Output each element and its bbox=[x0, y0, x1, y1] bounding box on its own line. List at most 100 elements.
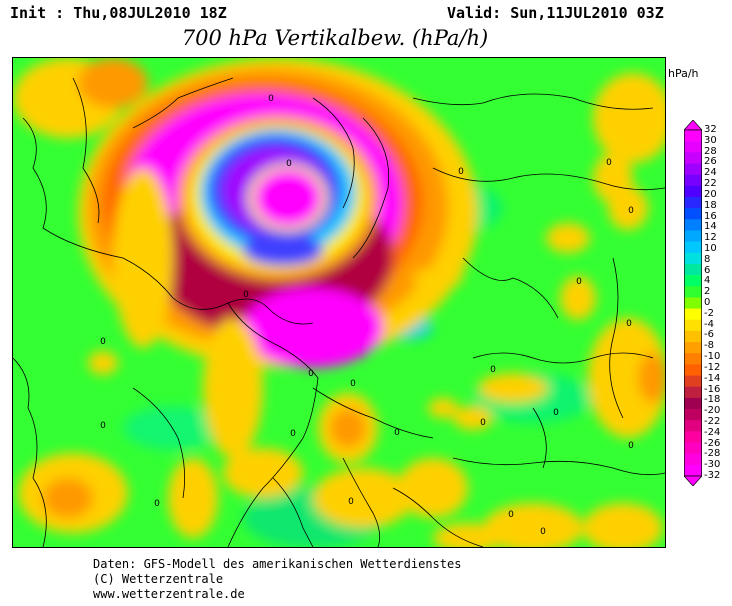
scale-cell bbox=[684, 353, 702, 365]
scale-cell bbox=[684, 208, 702, 220]
scale-cell bbox=[684, 397, 702, 410]
scale-cell bbox=[684, 185, 702, 198]
scale-tick-label: 10 bbox=[704, 242, 717, 254]
scale-cell bbox=[684, 330, 702, 343]
scale-cell bbox=[684, 319, 702, 332]
scale-cell bbox=[684, 297, 702, 309]
contour-label: 0 bbox=[154, 499, 160, 509]
footer-url: www.wetterzentrale.de bbox=[93, 587, 245, 601]
contour-label: 0 bbox=[480, 418, 486, 428]
contour-label: 0 bbox=[626, 319, 632, 329]
contour-label: 0 bbox=[350, 379, 356, 389]
scale-cell bbox=[684, 442, 702, 454]
scale-tick-label: 6 bbox=[704, 264, 711, 276]
scale-tick-label: 14 bbox=[704, 221, 717, 233]
scale-cell bbox=[684, 286, 702, 298]
scale-tick-label: 8 bbox=[704, 253, 711, 265]
scale-arrow-bottom bbox=[684, 475, 702, 486]
scale-cell bbox=[684, 141, 702, 153]
contour-label: 0 bbox=[286, 159, 292, 169]
scale-cell bbox=[684, 263, 702, 276]
scale-cell bbox=[684, 275, 702, 287]
scale-tick-label: -30 bbox=[704, 459, 721, 471]
scale-tick-label: -24 bbox=[704, 426, 721, 438]
scale-tick-label: -26 bbox=[704, 437, 721, 449]
scale-tick-label: 32 bbox=[704, 124, 717, 135]
scale-tick-label: -8 bbox=[704, 340, 714, 352]
scale-tick-label: -12 bbox=[704, 361, 721, 373]
scale-tick-label: -16 bbox=[704, 383, 721, 395]
scale-cell bbox=[684, 464, 702, 477]
contour-label: 0 bbox=[348, 497, 354, 507]
contour-label: 0 bbox=[540, 527, 546, 537]
scale-cell bbox=[684, 130, 702, 142]
scale-tick-label: -20 bbox=[704, 405, 721, 417]
scale-tick-label: 18 bbox=[704, 199, 717, 211]
init-time: Init : Thu,08JUL2010 18Z bbox=[10, 4, 227, 22]
scale-cell bbox=[684, 431, 702, 443]
contour-label: 0 bbox=[268, 94, 274, 104]
scale-cell bbox=[684, 364, 702, 376]
chart-title: 700 hPa Vertikalbew. (hPa/h) bbox=[181, 26, 489, 50]
scale-cell bbox=[684, 252, 702, 265]
coastlines bbox=[13, 77, 665, 547]
contour-label: 0 bbox=[100, 337, 106, 347]
scale-tick-label: -32 bbox=[704, 470, 721, 481]
scale-cell bbox=[684, 219, 702, 231]
scale-tick-label: 16 bbox=[704, 210, 717, 222]
scale-cell bbox=[684, 152, 702, 164]
scale-cell bbox=[684, 453, 702, 466]
scale-cell bbox=[684, 174, 702, 187]
contour-labels: 0 0 0 0 0 0 0 0 0 0 0 0 0 0 0 0 0 0 0 0 … bbox=[100, 94, 634, 537]
contour-label: 0 bbox=[576, 277, 582, 287]
scale-tick-label: 12 bbox=[704, 232, 717, 244]
contour-label: 0 bbox=[394, 428, 400, 438]
footer-source: Daten: GFS-Modell des amerikanischen Wet… bbox=[93, 557, 462, 571]
scale-tick-label: -10 bbox=[704, 351, 721, 363]
contour-label: 0 bbox=[606, 158, 612, 168]
scale-cell bbox=[684, 163, 702, 175]
scale-cell bbox=[684, 342, 702, 354]
scale-cell bbox=[684, 241, 702, 254]
contour-label: 0 bbox=[553, 408, 559, 418]
color-scale-cells bbox=[684, 129, 702, 477]
contour-label: 0 bbox=[628, 206, 634, 216]
contour-label: 0 bbox=[290, 429, 296, 439]
scale-cell bbox=[684, 420, 702, 432]
scale-cell bbox=[684, 230, 702, 242]
scale-tick-label: -6 bbox=[704, 329, 714, 341]
scale-tick-label: -14 bbox=[704, 372, 721, 384]
scale-cell bbox=[684, 386, 702, 399]
scale-tick-label: -4 bbox=[704, 318, 714, 330]
scale-cell bbox=[684, 308, 702, 321]
scale-tick-label: 24 bbox=[704, 167, 717, 179]
scale-tick-label: 2 bbox=[704, 286, 711, 298]
scale-tick-label: 0 bbox=[704, 297, 711, 308]
contour-label: 0 bbox=[628, 441, 634, 451]
scale-tick-label: 22 bbox=[704, 178, 717, 190]
contour-label: 0 bbox=[243, 290, 249, 300]
contour-label: 0 bbox=[100, 421, 106, 431]
scale-tick-label: -22 bbox=[704, 415, 721, 427]
scale-tick-label: 20 bbox=[704, 188, 717, 200]
scale-tick-label: 26 bbox=[704, 156, 717, 168]
contour-label: 0 bbox=[490, 365, 496, 375]
scale-cell bbox=[684, 375, 702, 388]
contour-label: 0 bbox=[458, 167, 464, 177]
footer-copyright: (C) Wetterzentrale bbox=[93, 572, 224, 586]
color-scale-bar bbox=[684, 120, 702, 486]
scale-tick-label: 28 bbox=[704, 145, 717, 157]
scale-tick-label: 30 bbox=[704, 134, 717, 146]
weather-map: 0 0 0 0 0 0 0 0 0 0 0 0 0 0 0 0 0 0 0 0 … bbox=[12, 57, 666, 548]
scale-tick-label: -2 bbox=[704, 307, 714, 319]
legend-unit: hPa/h bbox=[668, 67, 699, 80]
map-canvas: 0 0 0 0 0 0 0 0 0 0 0 0 0 0 0 0 0 0 0 0 … bbox=[13, 58, 665, 547]
scale-cell bbox=[684, 409, 702, 421]
scale-tick-label: -28 bbox=[704, 448, 721, 460]
vertical-motion-field bbox=[13, 58, 665, 547]
scale-cell bbox=[684, 196, 702, 209]
contour-label: 0 bbox=[508, 510, 514, 520]
scale-arrow-top bbox=[684, 120, 702, 131]
scale-tick-label: -18 bbox=[704, 394, 721, 406]
scale-tick-label: 4 bbox=[704, 275, 711, 287]
